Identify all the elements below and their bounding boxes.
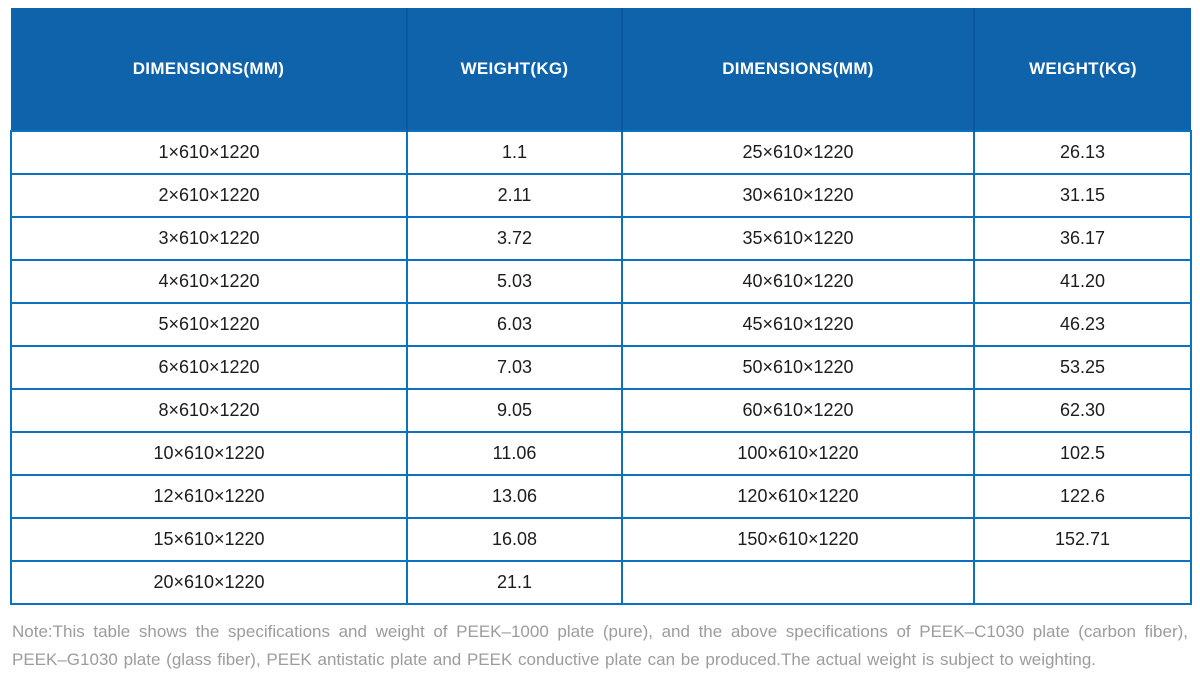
table-cell: 60×610×1220 bbox=[621, 388, 975, 433]
table-cell: 62.30 bbox=[973, 388, 1192, 433]
table-cell: 6.03 bbox=[406, 302, 623, 347]
table-header-row: DIMENSIONS(MM) WEIGHT(KG) DIMENSIONS(MM)… bbox=[11, 8, 1191, 131]
table-cell: 120×610×1220 bbox=[621, 474, 975, 519]
table-cell: 3×610×1220 bbox=[10, 216, 408, 261]
table-cell: 11.06 bbox=[406, 431, 623, 476]
table-row: 8×610×1220 9.05 60×610×1220 62.30 bbox=[10, 388, 1192, 433]
table-row: 2×610×1220 2.11 30×610×1220 31.15 bbox=[10, 173, 1192, 218]
table-cell: 6×610×1220 bbox=[10, 345, 408, 390]
table-cell: 1×610×1220 bbox=[10, 130, 408, 175]
header-weight-left: WEIGHT(KG) bbox=[406, 8, 622, 131]
table-cell: 3.72 bbox=[406, 216, 623, 261]
table-cell: 5×610×1220 bbox=[10, 302, 408, 347]
header-dimensions-left: DIMENSIONS(MM) bbox=[11, 8, 407, 131]
table-cell: 40×610×1220 bbox=[621, 259, 975, 304]
table-row: 6×610×1220 7.03 50×610×1220 53.25 bbox=[10, 345, 1192, 390]
table-cell: 12×610×1220 bbox=[10, 474, 408, 519]
table-cell: 13.06 bbox=[406, 474, 623, 519]
table-cell: 2.11 bbox=[406, 173, 623, 218]
table-cell: 2×610×1220 bbox=[10, 173, 408, 218]
table-cell: 41.20 bbox=[973, 259, 1192, 304]
table-cell: 30×610×1220 bbox=[621, 173, 975, 218]
table-cell: 45×610×1220 bbox=[621, 302, 975, 347]
table-cell: 152.71 bbox=[973, 517, 1192, 562]
spec-table: DIMENSIONS(MM) WEIGHT(KG) DIMENSIONS(MM)… bbox=[10, 8, 1192, 605]
table-cell: 25×610×1220 bbox=[621, 130, 975, 175]
table-row: 15×610×1220 16.08 150×610×1220 152.71 bbox=[10, 517, 1192, 562]
header-weight-right: WEIGHT(KG) bbox=[973, 8, 1191, 131]
table-row: 12×610×1220 13.06 120×610×1220 122.6 bbox=[10, 474, 1192, 519]
table-row: 5×610×1220 6.03 45×610×1220 46.23 bbox=[10, 302, 1192, 347]
table-cell: 7.03 bbox=[406, 345, 623, 390]
table-cell: 5.03 bbox=[406, 259, 623, 304]
table-cell: 50×610×1220 bbox=[621, 345, 975, 390]
table-cell: 46.23 bbox=[973, 302, 1192, 347]
table-cell: 4×610×1220 bbox=[10, 259, 408, 304]
table-row: 1×610×1220 1.1 25×610×1220 26.13 bbox=[10, 130, 1192, 175]
table-cell: 10×610×1220 bbox=[10, 431, 408, 476]
table-row: 20×610×1220 21.1 bbox=[10, 560, 1192, 605]
table-cell: 26.13 bbox=[973, 130, 1192, 175]
header-dimensions-right: DIMENSIONS(MM) bbox=[621, 8, 974, 131]
table-cell: 1.1 bbox=[406, 130, 623, 175]
table-cell: 9.05 bbox=[406, 388, 623, 433]
table-cell bbox=[621, 560, 975, 605]
table-cell: 35×610×1220 bbox=[621, 216, 975, 261]
table-cell: 122.6 bbox=[973, 474, 1192, 519]
table-cell: 15×610×1220 bbox=[10, 517, 408, 562]
table-cell: 31.15 bbox=[973, 173, 1192, 218]
table-cell: 21.1 bbox=[406, 560, 623, 605]
table-row: 4×610×1220 5.03 40×610×1220 41.20 bbox=[10, 259, 1192, 304]
table-body: 1×610×1220 1.1 25×610×1220 26.13 2×610×1220 2… bbox=[10, 130, 1192, 605]
table-cell: 100×610×1220 bbox=[621, 431, 975, 476]
table-row: 10×610×1220 11.06 100×610×1220 102.5 bbox=[10, 431, 1192, 476]
table-cell: 36.17 bbox=[973, 216, 1192, 261]
table-cell: 8×610×1220 bbox=[10, 388, 408, 433]
table-row: 3×610×1220 3.72 35×610×1220 36.17 bbox=[10, 216, 1192, 261]
note-text: Note:This table shows the specifications… bbox=[12, 622, 1188, 669]
table-cell: 150×610×1220 bbox=[621, 517, 975, 562]
table-cell: 102.5 bbox=[973, 431, 1192, 476]
table-cell bbox=[973, 560, 1192, 605]
spec-sheet: DIMENSIONS(MM) WEIGHT(KG) DIMENSIONS(MM)… bbox=[10, 8, 1192, 669]
table-cell: 16.08 bbox=[406, 517, 623, 562]
table-cell: 20×610×1220 bbox=[10, 560, 408, 605]
table-cell: 53.25 bbox=[973, 345, 1192, 390]
